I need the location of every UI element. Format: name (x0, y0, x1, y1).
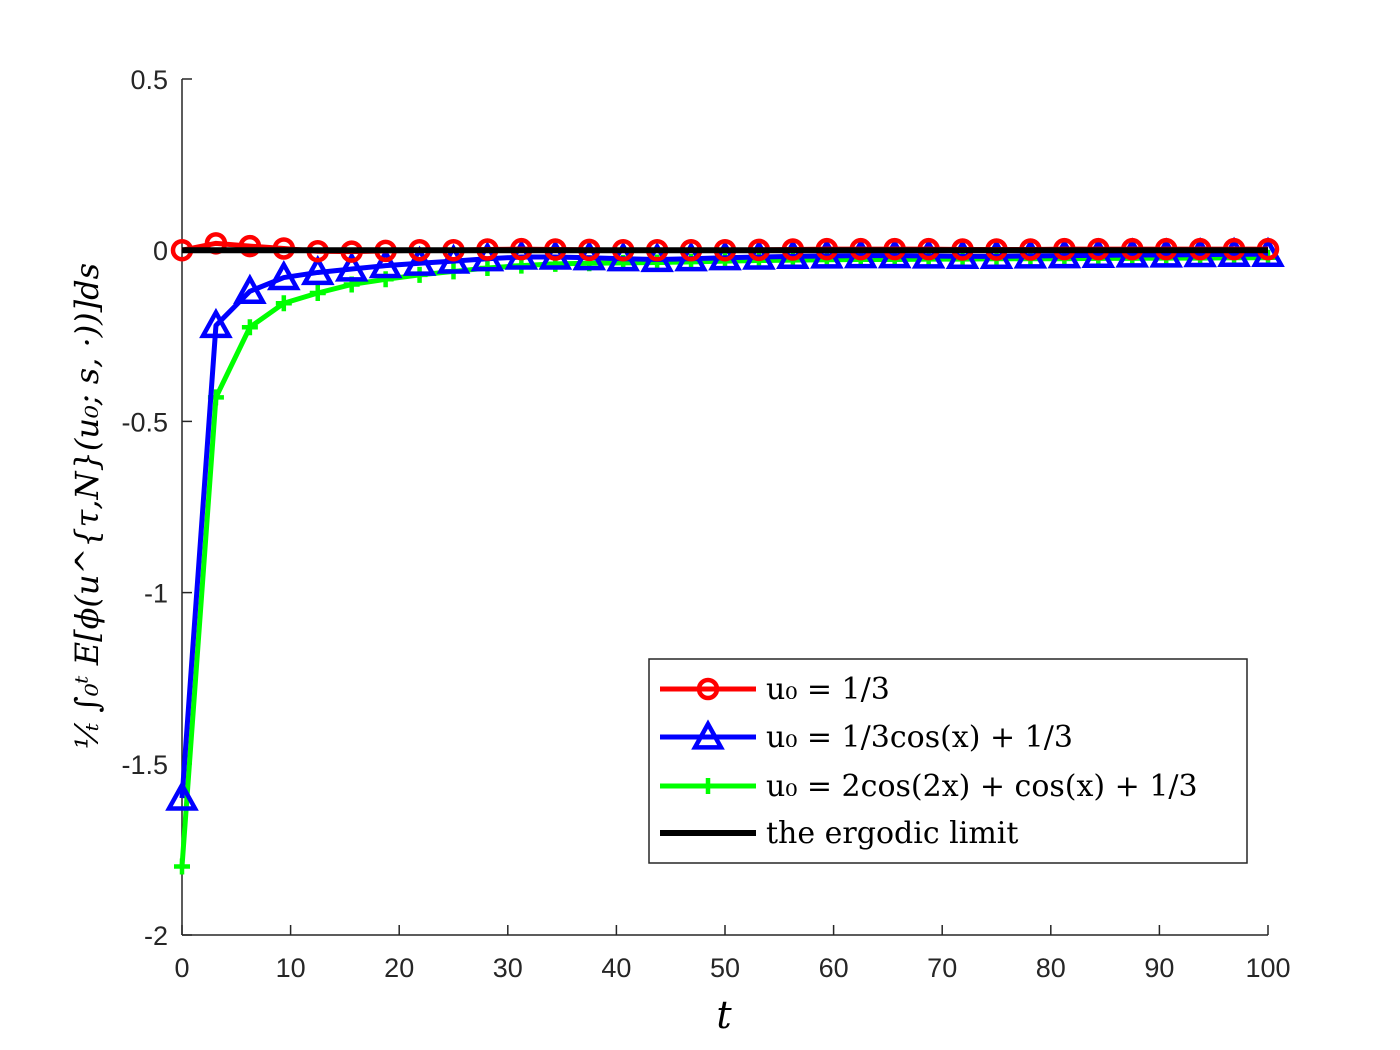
x-tick-label: 50 (710, 953, 740, 983)
legend-swatch-marker (700, 778, 716, 794)
x-tick-label: 90 (1144, 953, 1174, 983)
y-tick-label: -1.5 (121, 750, 168, 780)
y-tick-label: -0.5 (121, 407, 168, 437)
legend-label: the ergodic limit (766, 816, 1018, 851)
x-tick-label: 0 (174, 953, 189, 983)
y-tick-label: -1 (144, 579, 168, 609)
series-2-point (300, 254, 335, 286)
series-2-point (402, 245, 437, 276)
x-tick-label: 20 (384, 953, 414, 983)
legend-label: u₀ = 1/3cos(x) + 1/3 (766, 720, 1073, 755)
legend: u₀ = 1/3 u₀ = 1/3cos(x) + 1/3 u₀ = 2cos(2x… (648, 658, 1248, 864)
legend-swatch-marker (696, 677, 720, 701)
legend-entry-2: u₀ = 1/3cos(x) + 1/3 (660, 719, 1073, 755)
ticks: 0 10 20 30 40 50 60 70 80 90 100 -2 -1.5 -1 -0.5 0 0.5 (121, 65, 1290, 983)
series-3-point (309, 285, 326, 301)
x-tick-label: 70 (927, 953, 957, 983)
series-2-point (165, 780, 199, 811)
series-3-point (275, 295, 292, 312)
y-axis-label: ¹⁄ₜ ∫₀ᵗ E[ϕ(u^{τ,N}(u₀; s, ·))]ds (68, 263, 106, 749)
y-tick-label: 0.5 (130, 65, 168, 95)
legend-entry-3: u₀ = 2cos(2x) + cos(x) + 1/3 (660, 769, 1198, 804)
series-2-point (368, 247, 403, 279)
legend-entry-1: u₀ = 1/3 (660, 672, 890, 707)
x-axis-label: t (716, 993, 732, 1037)
legend-label: u₀ = 2cos(2x) + cos(x) + 1/3 (766, 769, 1198, 804)
y-tick-label: -2 (144, 921, 168, 951)
x-tick-label: 100 (1245, 953, 1290, 983)
series-2-point (334, 251, 369, 282)
x-tick-label: 80 (1036, 953, 1066, 983)
series-layer (165, 232, 1285, 875)
series-2-point (233, 273, 267, 304)
series-3-point (241, 319, 258, 336)
legend-swatch-marker (691, 719, 725, 750)
series-1-point (238, 234, 262, 258)
x-tick-label: 30 (493, 953, 523, 983)
legend-box (648, 658, 1248, 864)
y-tick-label: 0 (153, 236, 168, 266)
series-3-point (174, 858, 190, 875)
legend-label: u₀ = 1/3 (766, 672, 890, 707)
series-2-point (266, 259, 301, 291)
x-tick-label: 10 (276, 953, 306, 983)
series-2-point (199, 307, 233, 339)
legend-entry-4: the ergodic limit (660, 816, 1018, 851)
x-tick-label: 60 (819, 953, 849, 983)
series-3-point (377, 271, 394, 288)
x-tick-label: 40 (601, 953, 631, 983)
series-2-point (436, 243, 471, 274)
